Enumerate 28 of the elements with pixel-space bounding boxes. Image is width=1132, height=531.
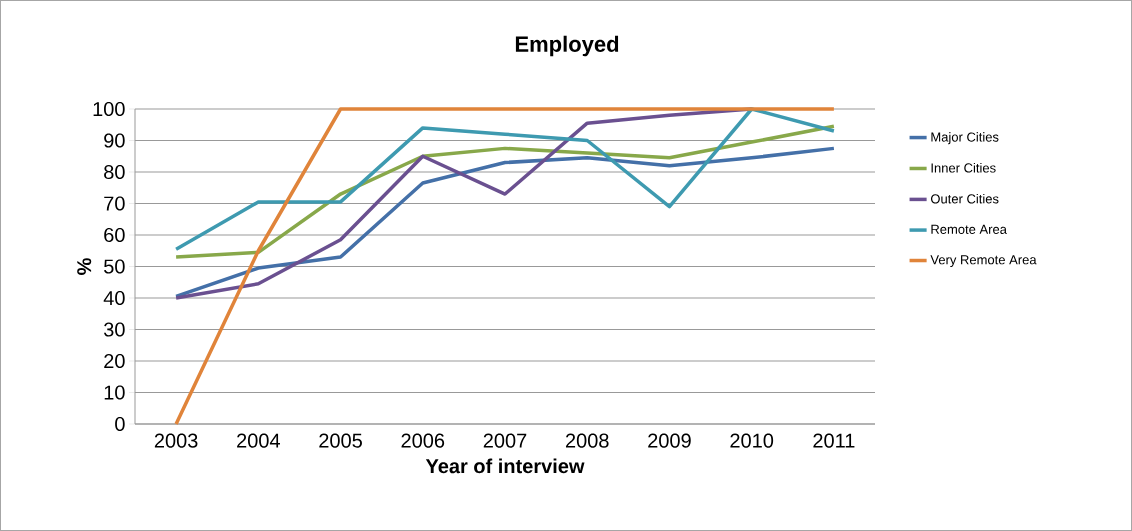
y-tick-label: 0 [115, 416, 125, 432]
x-tick-label: 2011 [813, 433, 855, 448]
legend-label: Remote Area [931, 224, 1007, 234]
x-tick-label: 2004 [237, 433, 280, 448]
y-tick-label: 30 [103, 322, 125, 337]
y-tick-label: 40 [103, 290, 125, 306]
x-tick-label: 2008 [565, 433, 609, 448]
x-tick-label: 2005 [319, 433, 362, 448]
y-tick-label: 70 [104, 196, 125, 211]
y-tick-label: 20 [104, 353, 125, 369]
y-axis-title: % [77, 258, 92, 275]
y-tick-label: 100 [93, 101, 125, 117]
y-tick-label: 80 [104, 164, 125, 180]
x-tick-label: 2003 [154, 433, 198, 448]
chart-title: Employed [515, 35, 619, 57]
y-tick-label: 90 [104, 133, 125, 148]
y-tick-label: 60 [104, 227, 125, 243]
legend-label: Outer Cities [930, 193, 999, 204]
legend-label: Very Remote Area [930, 255, 1037, 267]
x-tick-label: 2007 [483, 433, 527, 448]
y-tick-label: 10 [104, 385, 125, 400]
x-tick-label: 2009 [648, 433, 691, 448]
x-tick-label: 2010 [730, 433, 774, 448]
legend-label: Inner Cities [931, 163, 996, 173]
x-tick-label: 2006 [401, 433, 445, 448]
legend-label: Major Cities [931, 132, 999, 145]
y-tick-label: 50 [104, 259, 125, 274]
x-axis-title: Year of interview [425, 458, 585, 474]
